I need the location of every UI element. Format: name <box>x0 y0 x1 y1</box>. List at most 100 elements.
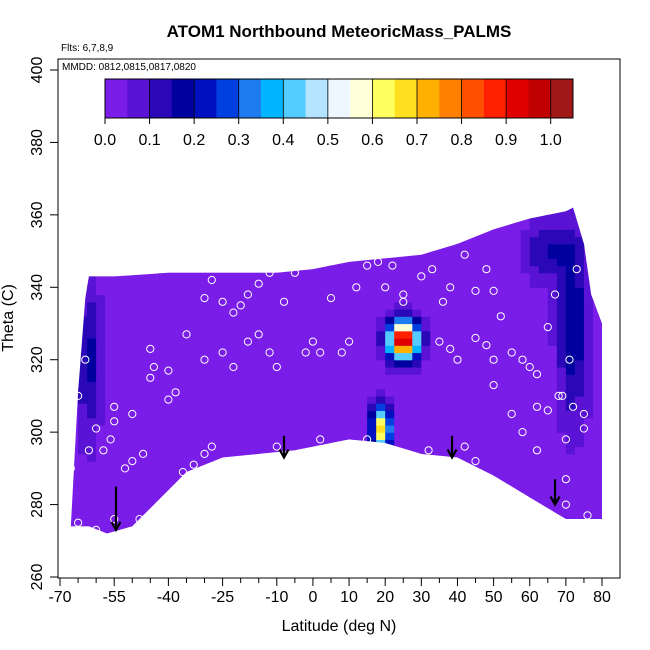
heatmap-cell <box>114 214 124 223</box>
heatmap-cell <box>349 352 359 361</box>
heatmap-cell <box>511 207 522 209</box>
heatmap-cell <box>331 330 341 339</box>
heatmap-cell <box>394 265 404 274</box>
heatmap-cell <box>240 432 251 440</box>
heatmap-cell <box>430 381 440 390</box>
heatmap-cell <box>258 337 269 346</box>
heatmap-cell <box>78 410 88 419</box>
heatmap-cell <box>466 214 477 223</box>
heatmap-cell <box>530 193 540 201</box>
heatmap-cell <box>547 432 558 440</box>
heatmap-cell <box>222 461 233 469</box>
heatmap-cell <box>466 236 477 245</box>
heatmap-cell <box>385 374 395 383</box>
heatmap-cell <box>114 482 124 491</box>
heatmap-cell <box>331 475 341 484</box>
heatmap-cell <box>421 301 431 310</box>
heatmap-cell <box>331 533 341 534</box>
heatmap-cell <box>475 214 486 223</box>
heatmap-cell <box>448 316 459 325</box>
heatmap-cell <box>285 294 296 303</box>
heatmap-cell <box>475 265 486 274</box>
heatmap-cell <box>331 272 341 281</box>
heatmap-cell <box>186 410 197 419</box>
heatmap-cell <box>222 352 233 361</box>
heatmap-cell <box>132 309 142 317</box>
heatmap-cell <box>321 497 332 506</box>
heatmap-cell <box>222 316 233 325</box>
heatmap-cell <box>547 330 558 339</box>
heatmap-cell <box>258 309 269 317</box>
heatmap-cell <box>475 519 486 527</box>
colorbar-tick-label: 0.0 <box>94 132 116 149</box>
heatmap-cell <box>321 395 332 404</box>
heatmap-cell <box>457 453 468 462</box>
heatmap-cell <box>565 258 576 267</box>
heatmap-cell <box>412 280 422 288</box>
heatmap-cell <box>448 468 459 477</box>
heatmap-cell <box>159 272 169 281</box>
heatmap-cell <box>195 490 206 498</box>
heatmap-cell <box>78 424 88 433</box>
heatmap-cell <box>321 504 332 513</box>
heatmap-cell <box>87 272 97 281</box>
heatmap-cell <box>511 504 522 513</box>
heatmap-cell <box>267 251 278 259</box>
heatmap-cell <box>394 490 404 498</box>
heatmap-cell <box>556 475 567 484</box>
heatmap-cell <box>403 265 413 274</box>
heatmap-cell <box>78 251 88 259</box>
heatmap-cell <box>331 309 341 317</box>
heatmap-cell <box>258 403 269 412</box>
heatmap-cell <box>403 366 413 375</box>
heatmap-cell <box>159 388 169 397</box>
heatmap-cell <box>321 207 332 209</box>
heatmap-cell <box>592 287 603 296</box>
heatmap-cell <box>403 309 413 317</box>
heatmap-cell <box>592 243 603 252</box>
heatmap-cell <box>412 453 422 462</box>
heatmap-cell <box>114 424 124 433</box>
heatmap-cell <box>267 287 278 296</box>
heatmap-cell <box>114 410 124 419</box>
heatmap-cell <box>493 359 504 368</box>
heatmap-cell <box>331 497 341 506</box>
heatmap-cell <box>583 395 594 404</box>
heatmap-cell <box>565 374 576 383</box>
heatmap-cell <box>457 193 467 201</box>
heatmap-cell <box>105 280 115 288</box>
heatmap-cell <box>60 512 70 520</box>
heatmap-cell <box>331 222 341 230</box>
heatmap-cell <box>421 236 431 245</box>
heatmap-cell <box>376 301 386 310</box>
heatmap-cell <box>78 497 88 506</box>
heatmap-cell <box>412 287 422 296</box>
heatmap-cell <box>358 432 368 440</box>
heatmap-cell <box>493 497 504 506</box>
heatmap-cell <box>114 294 124 303</box>
heatmap-cell <box>267 323 278 332</box>
heatmap-cell <box>132 352 142 361</box>
heatmap-cell <box>70 424 79 433</box>
heatmap-cell <box>168 468 179 477</box>
heatmap-cell <box>385 207 395 216</box>
heatmap-cell <box>141 424 151 433</box>
heatmap-cell <box>484 374 495 383</box>
heatmap-cell <box>574 359 585 368</box>
heatmap-cell <box>105 388 115 397</box>
heatmap-cell <box>285 417 296 426</box>
heatmap-cell <box>177 388 188 397</box>
heatmap-cell <box>177 432 188 440</box>
heatmap-cell <box>258 352 269 361</box>
heatmap-cell <box>96 482 106 491</box>
heatmap-cell <box>547 482 558 491</box>
heatmap-cell <box>520 345 531 354</box>
heatmap-cell <box>87 222 97 230</box>
heatmap-cell <box>177 461 188 469</box>
heatmap-cell <box>547 475 558 484</box>
heatmap-cell <box>150 280 160 288</box>
heatmap-cell <box>213 511 224 520</box>
heatmap-cell <box>213 439 224 448</box>
heatmap-cell <box>376 345 386 354</box>
heatmap-cell <box>466 323 477 332</box>
